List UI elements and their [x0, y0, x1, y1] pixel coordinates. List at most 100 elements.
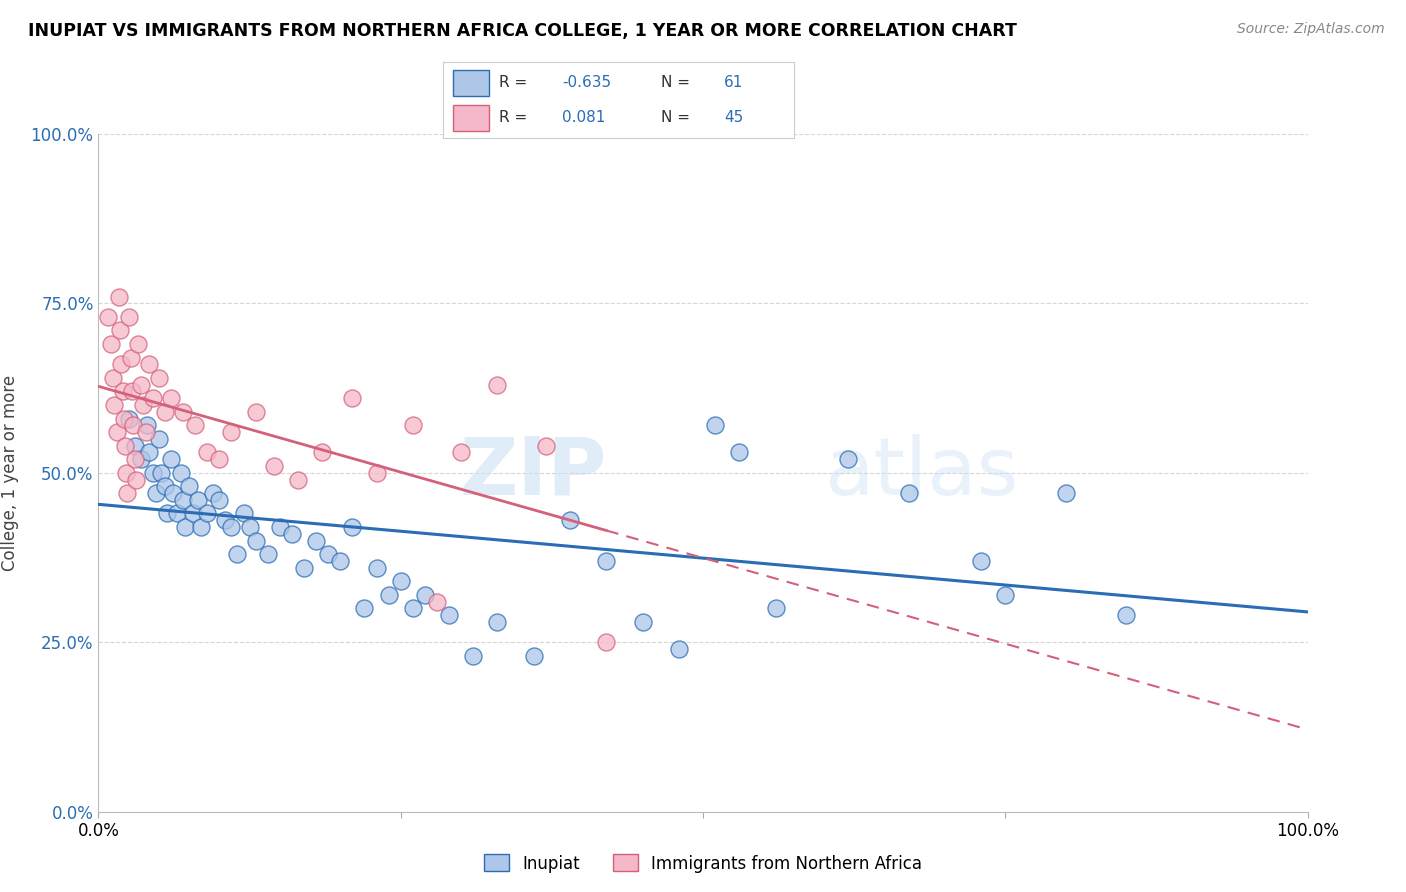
Point — [202, 486, 225, 500]
Text: R =: R = — [499, 111, 527, 125]
Text: atlas: atlas — [824, 434, 1018, 512]
Point — [595, 554, 617, 568]
Text: R =: R = — [499, 76, 527, 90]
Point — [160, 391, 183, 405]
Point — [534, 439, 557, 453]
Point — [305, 533, 328, 548]
Point — [366, 560, 388, 574]
Y-axis label: College, 1 year or more: College, 1 year or more — [1, 375, 20, 571]
Point — [208, 452, 231, 467]
Point — [486, 377, 509, 392]
Text: 45: 45 — [724, 111, 744, 125]
Point — [450, 445, 472, 459]
Point — [148, 371, 170, 385]
Point — [558, 513, 581, 527]
Point — [226, 547, 249, 561]
Point — [728, 445, 751, 459]
Point — [124, 439, 146, 453]
Point — [118, 411, 141, 425]
Point — [263, 458, 285, 473]
Point — [214, 513, 236, 527]
Point — [135, 425, 157, 439]
Point — [142, 466, 165, 480]
Point — [184, 418, 207, 433]
Point — [437, 608, 460, 623]
FancyBboxPatch shape — [453, 70, 489, 95]
Point — [329, 554, 352, 568]
Point — [100, 337, 122, 351]
Legend: Inupiat, Immigrants from Northern Africa: Inupiat, Immigrants from Northern Africa — [477, 847, 929, 880]
Point — [426, 594, 449, 608]
Point — [110, 357, 132, 371]
Text: 0.081: 0.081 — [562, 111, 606, 125]
Point — [177, 479, 201, 493]
Point — [195, 507, 218, 521]
Text: 61: 61 — [724, 76, 744, 90]
Point — [172, 492, 194, 507]
Point — [121, 384, 143, 399]
Point — [111, 384, 134, 399]
Point — [239, 520, 262, 534]
Point — [153, 479, 176, 493]
Point — [105, 425, 128, 439]
Point — [245, 533, 267, 548]
Point — [292, 560, 315, 574]
Point — [316, 547, 339, 561]
Point — [353, 601, 375, 615]
Point — [160, 452, 183, 467]
Point — [169, 466, 191, 480]
Point — [256, 547, 278, 561]
Point — [115, 466, 138, 480]
Point — [190, 520, 212, 534]
Point — [366, 466, 388, 480]
Point — [311, 445, 333, 459]
Point — [523, 648, 546, 663]
Point — [342, 391, 364, 405]
Point — [402, 418, 425, 433]
Point — [463, 648, 485, 663]
Point — [970, 554, 993, 568]
Point — [1115, 608, 1137, 623]
Point — [221, 520, 243, 534]
Point — [127, 337, 149, 351]
Point — [897, 486, 920, 500]
Point — [172, 405, 194, 419]
Point — [120, 351, 142, 365]
FancyBboxPatch shape — [453, 105, 489, 130]
Point — [281, 526, 304, 541]
Point — [103, 398, 125, 412]
Point — [232, 507, 254, 521]
Point — [153, 405, 176, 419]
Point — [150, 466, 173, 480]
Text: N =: N = — [661, 111, 690, 125]
Point — [108, 323, 131, 337]
Point — [631, 615, 654, 629]
Point — [129, 377, 152, 392]
Point — [668, 642, 690, 657]
Point — [138, 357, 160, 371]
Point — [287, 473, 309, 487]
Point — [389, 574, 412, 589]
Point — [114, 439, 136, 453]
Point — [704, 418, 727, 433]
Point — [132, 398, 155, 412]
Text: Source: ZipAtlas.com: Source: ZipAtlas.com — [1237, 22, 1385, 37]
Point — [148, 432, 170, 446]
Point — [145, 486, 167, 500]
Point — [174, 520, 197, 534]
Point — [112, 411, 135, 425]
Point — [129, 452, 152, 467]
Point — [994, 588, 1017, 602]
Point — [156, 507, 179, 521]
Point — [221, 425, 243, 439]
Point — [135, 418, 157, 433]
Point — [765, 601, 787, 615]
Point — [208, 492, 231, 507]
Point — [162, 486, 184, 500]
Point — [97, 310, 120, 324]
Point — [245, 405, 267, 419]
Point — [108, 289, 131, 303]
Point — [117, 486, 139, 500]
Point — [486, 615, 509, 629]
Point — [269, 520, 291, 534]
